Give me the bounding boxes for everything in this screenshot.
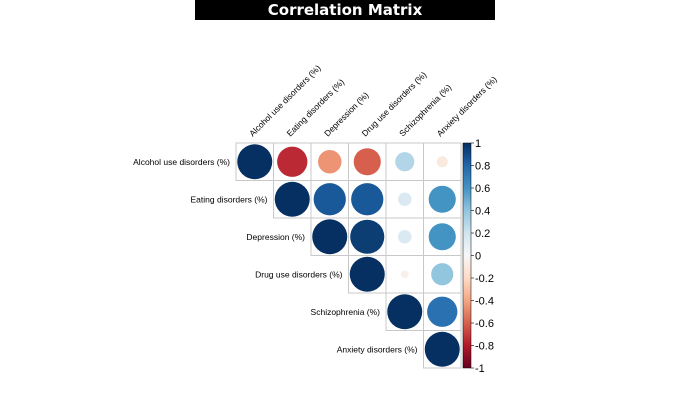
correlation-circle <box>397 229 412 244</box>
row-label: Drug use disorders (%) <box>255 269 343 279</box>
correlation-circle <box>428 223 456 251</box>
correlation-circle <box>349 256 385 292</box>
correlation-circle <box>387 294 423 330</box>
correlation-circle <box>277 146 308 177</box>
colorbar-tick-label: -0.4 <box>475 296 494 308</box>
correlation-circle <box>274 181 310 217</box>
correlation-circle <box>350 219 385 254</box>
colorbar-tick-label: 0.8 <box>475 161 490 173</box>
correlation-circle <box>427 296 458 327</box>
correlation-circle <box>428 185 456 213</box>
row-label: Depression (%) <box>246 232 305 242</box>
colorbar-tick-label: 0 <box>475 251 481 263</box>
correlation-circle <box>351 183 384 216</box>
colorbar-tick-label: -0.8 <box>475 341 494 353</box>
correlation-circle <box>397 192 412 207</box>
colorbar <box>462 142 472 369</box>
colorbar-tick-label: -0.2 <box>475 273 494 285</box>
row-label: Eating disorders (%) <box>190 194 267 204</box>
correlation-circle <box>318 150 342 174</box>
column-label: Alcohol use disorders (%) <box>247 63 323 139</box>
colorbar-tick-label: 0.6 <box>475 183 490 195</box>
correlation-circle <box>436 156 448 168</box>
grid-cell <box>423 330 462 369</box>
correlation-circle <box>353 148 381 176</box>
colorbar-tick-label: 1 <box>475 138 481 150</box>
correlation-circle <box>424 331 460 367</box>
colorbar-tick-label: 0.4 <box>475 206 490 218</box>
colorbar-tick-label: -1 <box>475 363 485 375</box>
row-label: Anxiety disorders (%) <box>337 344 418 354</box>
colorbar-tick-label: 0.2 <box>475 228 490 240</box>
row-label: Alcohol use disorders (%) <box>133 157 230 167</box>
correlation-circle <box>237 144 273 180</box>
correlation-circle <box>313 183 346 216</box>
row-label: Schizophrenia (%) <box>311 307 381 317</box>
correlation-circle <box>312 219 348 255</box>
colorbar-tick-label: -0.6 <box>475 318 494 330</box>
column-label: Drug use disorders (%) <box>360 69 429 138</box>
chart-title: Correlation Matrix <box>195 0 495 20</box>
correlation-circle <box>400 270 409 279</box>
correlation-circle <box>431 263 454 286</box>
correlation-circle <box>395 152 415 172</box>
